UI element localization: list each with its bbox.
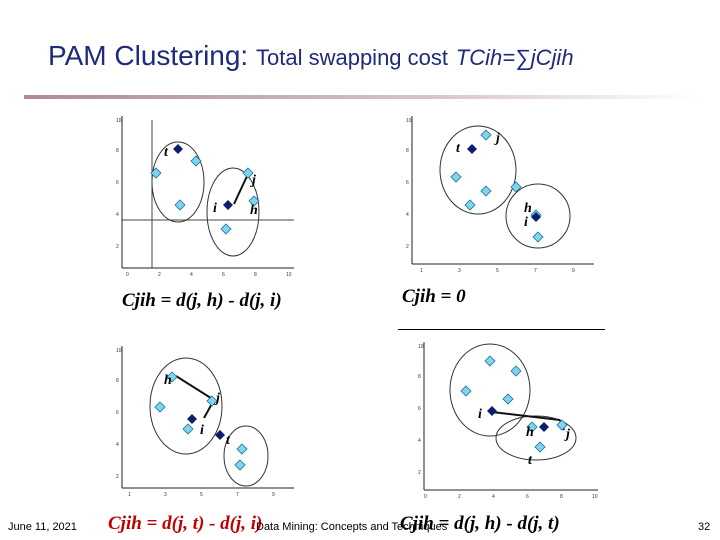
title-rule <box>24 95 700 99</box>
svg-text:2: 2 <box>116 244 119 250</box>
label-j: j <box>494 131 500 146</box>
svg-text:0: 0 <box>424 494 427 500</box>
label-i: i <box>213 201 217 216</box>
label-t: t <box>456 141 461 156</box>
svg-text:4: 4 <box>190 272 193 278</box>
svg-text:8: 8 <box>116 378 119 384</box>
formula-panel-4: Cjih = d(j, h) - d(j, t) <box>400 513 560 534</box>
footer-center: Data Mining: Concepts and Techniques <box>256 521 448 533</box>
svg-text:2: 2 <box>458 494 461 500</box>
svg-text:2: 2 <box>116 474 119 480</box>
svg-text:9: 9 <box>272 492 275 498</box>
svg-text:9: 9 <box>572 268 575 274</box>
svg-text:10: 10 <box>406 118 412 124</box>
svg-text:10: 10 <box>116 118 122 124</box>
svg-text:2: 2 <box>158 272 161 278</box>
label-h: h <box>524 201 532 216</box>
svg-text:4: 4 <box>492 494 495 500</box>
label-t: t <box>528 453 533 468</box>
title-formula: TCih=∑jCjih <box>455 45 574 70</box>
svg-text:4: 4 <box>116 442 119 448</box>
label-i: i <box>478 407 482 422</box>
svg-text:10: 10 <box>592 494 598 500</box>
svg-text:0: 0 <box>126 272 129 278</box>
label-j: j <box>214 391 220 406</box>
formula-panel-2: Cjih = 0 <box>402 286 466 307</box>
label-t: t <box>226 433 231 448</box>
svg-text:8: 8 <box>254 272 257 278</box>
svg-text:5: 5 <box>496 268 499 274</box>
svg-text:1: 1 <box>128 492 131 498</box>
label-t: t <box>164 145 169 160</box>
panel-2-rule <box>398 329 605 330</box>
svg-text:2: 2 <box>418 470 421 476</box>
label-i: i <box>200 423 204 438</box>
svg-text:3: 3 <box>164 492 167 498</box>
scatter-plot-2: 10 8 6 4 2 1 3 5 7 9 t j h i <box>398 112 598 280</box>
footer-page: 32 <box>698 521 711 533</box>
svg-text:6: 6 <box>222 272 225 278</box>
scatter-plot-1: 10 8 6 4 2 0 2 4 6 8 10 t j i h <box>108 112 298 282</box>
svg-text:4: 4 <box>418 438 421 444</box>
label-j: j <box>250 173 256 188</box>
svg-text:10: 10 <box>418 344 424 350</box>
slide-title: PAM Clustering: Total swapping cost TCih… <box>48 40 708 72</box>
label-h: h <box>526 425 534 440</box>
scatter-plot-4: 10 8 6 4 2 0 2 4 6 8 10 i h j t <box>412 338 602 504</box>
footer-date: June 11, 2021 <box>8 521 77 533</box>
svg-text:8: 8 <box>406 148 409 154</box>
svg-text:8: 8 <box>418 374 421 380</box>
svg-text:6: 6 <box>116 410 119 416</box>
title-sub: Total swapping cost <box>256 45 448 70</box>
svg-text:3: 3 <box>458 268 461 274</box>
formula-panel-1: Cjih = d(j, h) - d(j, i) <box>122 290 282 311</box>
label-h: h <box>164 373 172 388</box>
svg-text:8: 8 <box>560 494 563 500</box>
svg-text:8: 8 <box>116 148 119 154</box>
svg-text:7: 7 <box>534 268 537 274</box>
svg-text:10: 10 <box>286 272 292 278</box>
svg-text:7: 7 <box>236 492 239 498</box>
label-h: h <box>250 203 258 218</box>
label-j: j <box>564 427 570 442</box>
svg-text:4: 4 <box>406 212 409 218</box>
svg-text:10: 10 <box>116 348 122 354</box>
svg-text:6: 6 <box>406 180 409 186</box>
formula-panel-3: Cjih = d(j, t) - d(j, i) <box>108 513 263 534</box>
svg-text:4: 4 <box>116 212 119 218</box>
svg-text:6: 6 <box>418 406 421 412</box>
svg-text:6: 6 <box>116 180 119 186</box>
scatter-plot-3: 10 8 6 4 2 1 3 5 7 9 h j i t <box>108 342 298 502</box>
svg-text:6: 6 <box>526 494 529 500</box>
svg-text:2: 2 <box>406 244 409 250</box>
svg-text:1: 1 <box>420 268 423 274</box>
svg-text:5: 5 <box>200 492 203 498</box>
label-i: i <box>524 215 528 230</box>
title-main: PAM Clustering: <box>48 40 249 71</box>
